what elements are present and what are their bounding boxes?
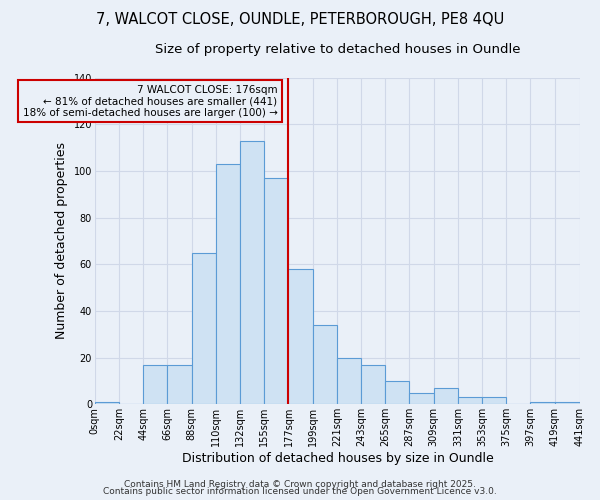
Bar — [95, 402, 119, 404]
Bar — [216, 164, 240, 404]
Bar — [240, 140, 264, 404]
Bar — [554, 402, 580, 404]
Bar — [313, 325, 337, 404]
Bar — [458, 398, 482, 404]
Bar — [191, 252, 216, 404]
Bar — [337, 358, 361, 405]
Bar — [530, 402, 554, 404]
Bar — [289, 269, 313, 404]
Text: 7, WALCOT CLOSE, OUNDLE, PETERBOROUGH, PE8 4QU: 7, WALCOT CLOSE, OUNDLE, PETERBOROUGH, P… — [96, 12, 504, 28]
Text: Contains public sector information licensed under the Open Government Licence v3: Contains public sector information licen… — [103, 487, 497, 496]
Text: 7 WALCOT CLOSE: 176sqm
← 81% of detached houses are smaller (441)
18% of semi-de: 7 WALCOT CLOSE: 176sqm ← 81% of detached… — [23, 84, 277, 117]
Bar — [482, 398, 506, 404]
Bar — [434, 388, 458, 404]
Bar — [409, 392, 434, 404]
Bar — [361, 364, 385, 405]
X-axis label: Distribution of detached houses by size in Oundle: Distribution of detached houses by size … — [182, 452, 493, 465]
Bar — [143, 364, 167, 405]
Bar — [264, 178, 289, 404]
Bar — [385, 381, 409, 404]
Title: Size of property relative to detached houses in Oundle: Size of property relative to detached ho… — [155, 42, 520, 56]
Y-axis label: Number of detached properties: Number of detached properties — [55, 142, 68, 340]
Bar — [167, 364, 191, 405]
Text: Contains HM Land Registry data © Crown copyright and database right 2025.: Contains HM Land Registry data © Crown c… — [124, 480, 476, 489]
